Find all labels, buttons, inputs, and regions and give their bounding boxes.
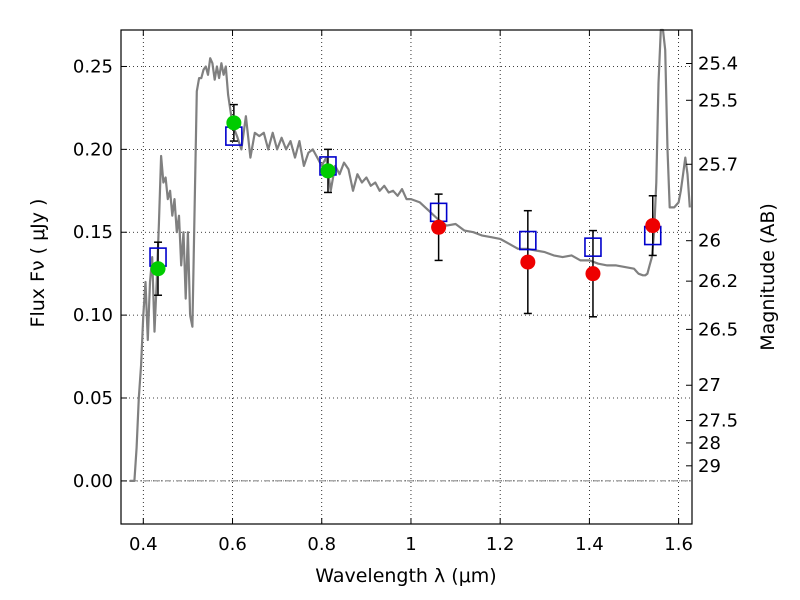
model-photometry-square (584, 237, 602, 257)
y-tick-label: 0.10 (73, 305, 113, 326)
observed-flux-point (431, 219, 447, 235)
y-tick-label: 0.25 (73, 56, 113, 77)
observed-flux-point (585, 266, 601, 282)
x-tick-label: 1 (405, 534, 416, 555)
magnitude-tick-label: 25.4 (698, 53, 738, 74)
x-tick-label: 1.4 (575, 534, 604, 555)
model-photometry-square (519, 230, 537, 251)
y-tick-labels: 0.00 0.05 0.10 0.15 0.20 0.25 (73, 56, 113, 491)
magnitude-tick-label: 25.7 (698, 154, 738, 175)
magnitude-tick-label: 27 (698, 375, 721, 396)
magnitude-tick-label: 26.2 (698, 271, 738, 292)
y-tick-label: 0.05 (73, 388, 113, 409)
observed-flux-point (226, 115, 242, 131)
magnitude-tick-label: 25.5 (698, 90, 738, 111)
observed-flux-point (645, 218, 661, 234)
x-tick-label: 0.6 (218, 534, 247, 555)
x-tick-label: 0.4 (129, 534, 158, 555)
x-tick-labels: 0.4 0.6 0.8 1 1.2 1.4 1.6 (129, 534, 693, 555)
magnitude-tick-label: 28 (698, 433, 721, 454)
observed-flux-point (150, 261, 166, 277)
observed-photometry (150, 115, 661, 282)
magnitude-tick-label: 26.5 (698, 319, 738, 340)
observed-flux-point (320, 163, 336, 179)
x-tick-label: 1.2 (486, 534, 515, 555)
x-axis-label: Wavelength λ (μm) (315, 565, 496, 587)
y-tick-label: 0.00 (73, 471, 113, 492)
magnitude-tick-label: 26 (698, 231, 721, 252)
magnitude-tick-label: 29 (698, 456, 721, 477)
y-tick-label: 0.20 (73, 139, 113, 160)
magnitude-tick-label: 27.5 (698, 411, 738, 432)
plot-frame (120, 29, 693, 525)
x-tick-label: 1.6 (664, 534, 693, 555)
axis-ticks (121, 30, 692, 524)
observed-flux-point (520, 254, 536, 270)
y-tick-label: 0.15 (73, 222, 113, 243)
y-axis-label-left: Flux Fν ( μJy ) (27, 199, 49, 328)
y-axis-label-right: Magnitude (AB) (757, 203, 779, 351)
x-tick-label: 0.8 (307, 534, 336, 555)
